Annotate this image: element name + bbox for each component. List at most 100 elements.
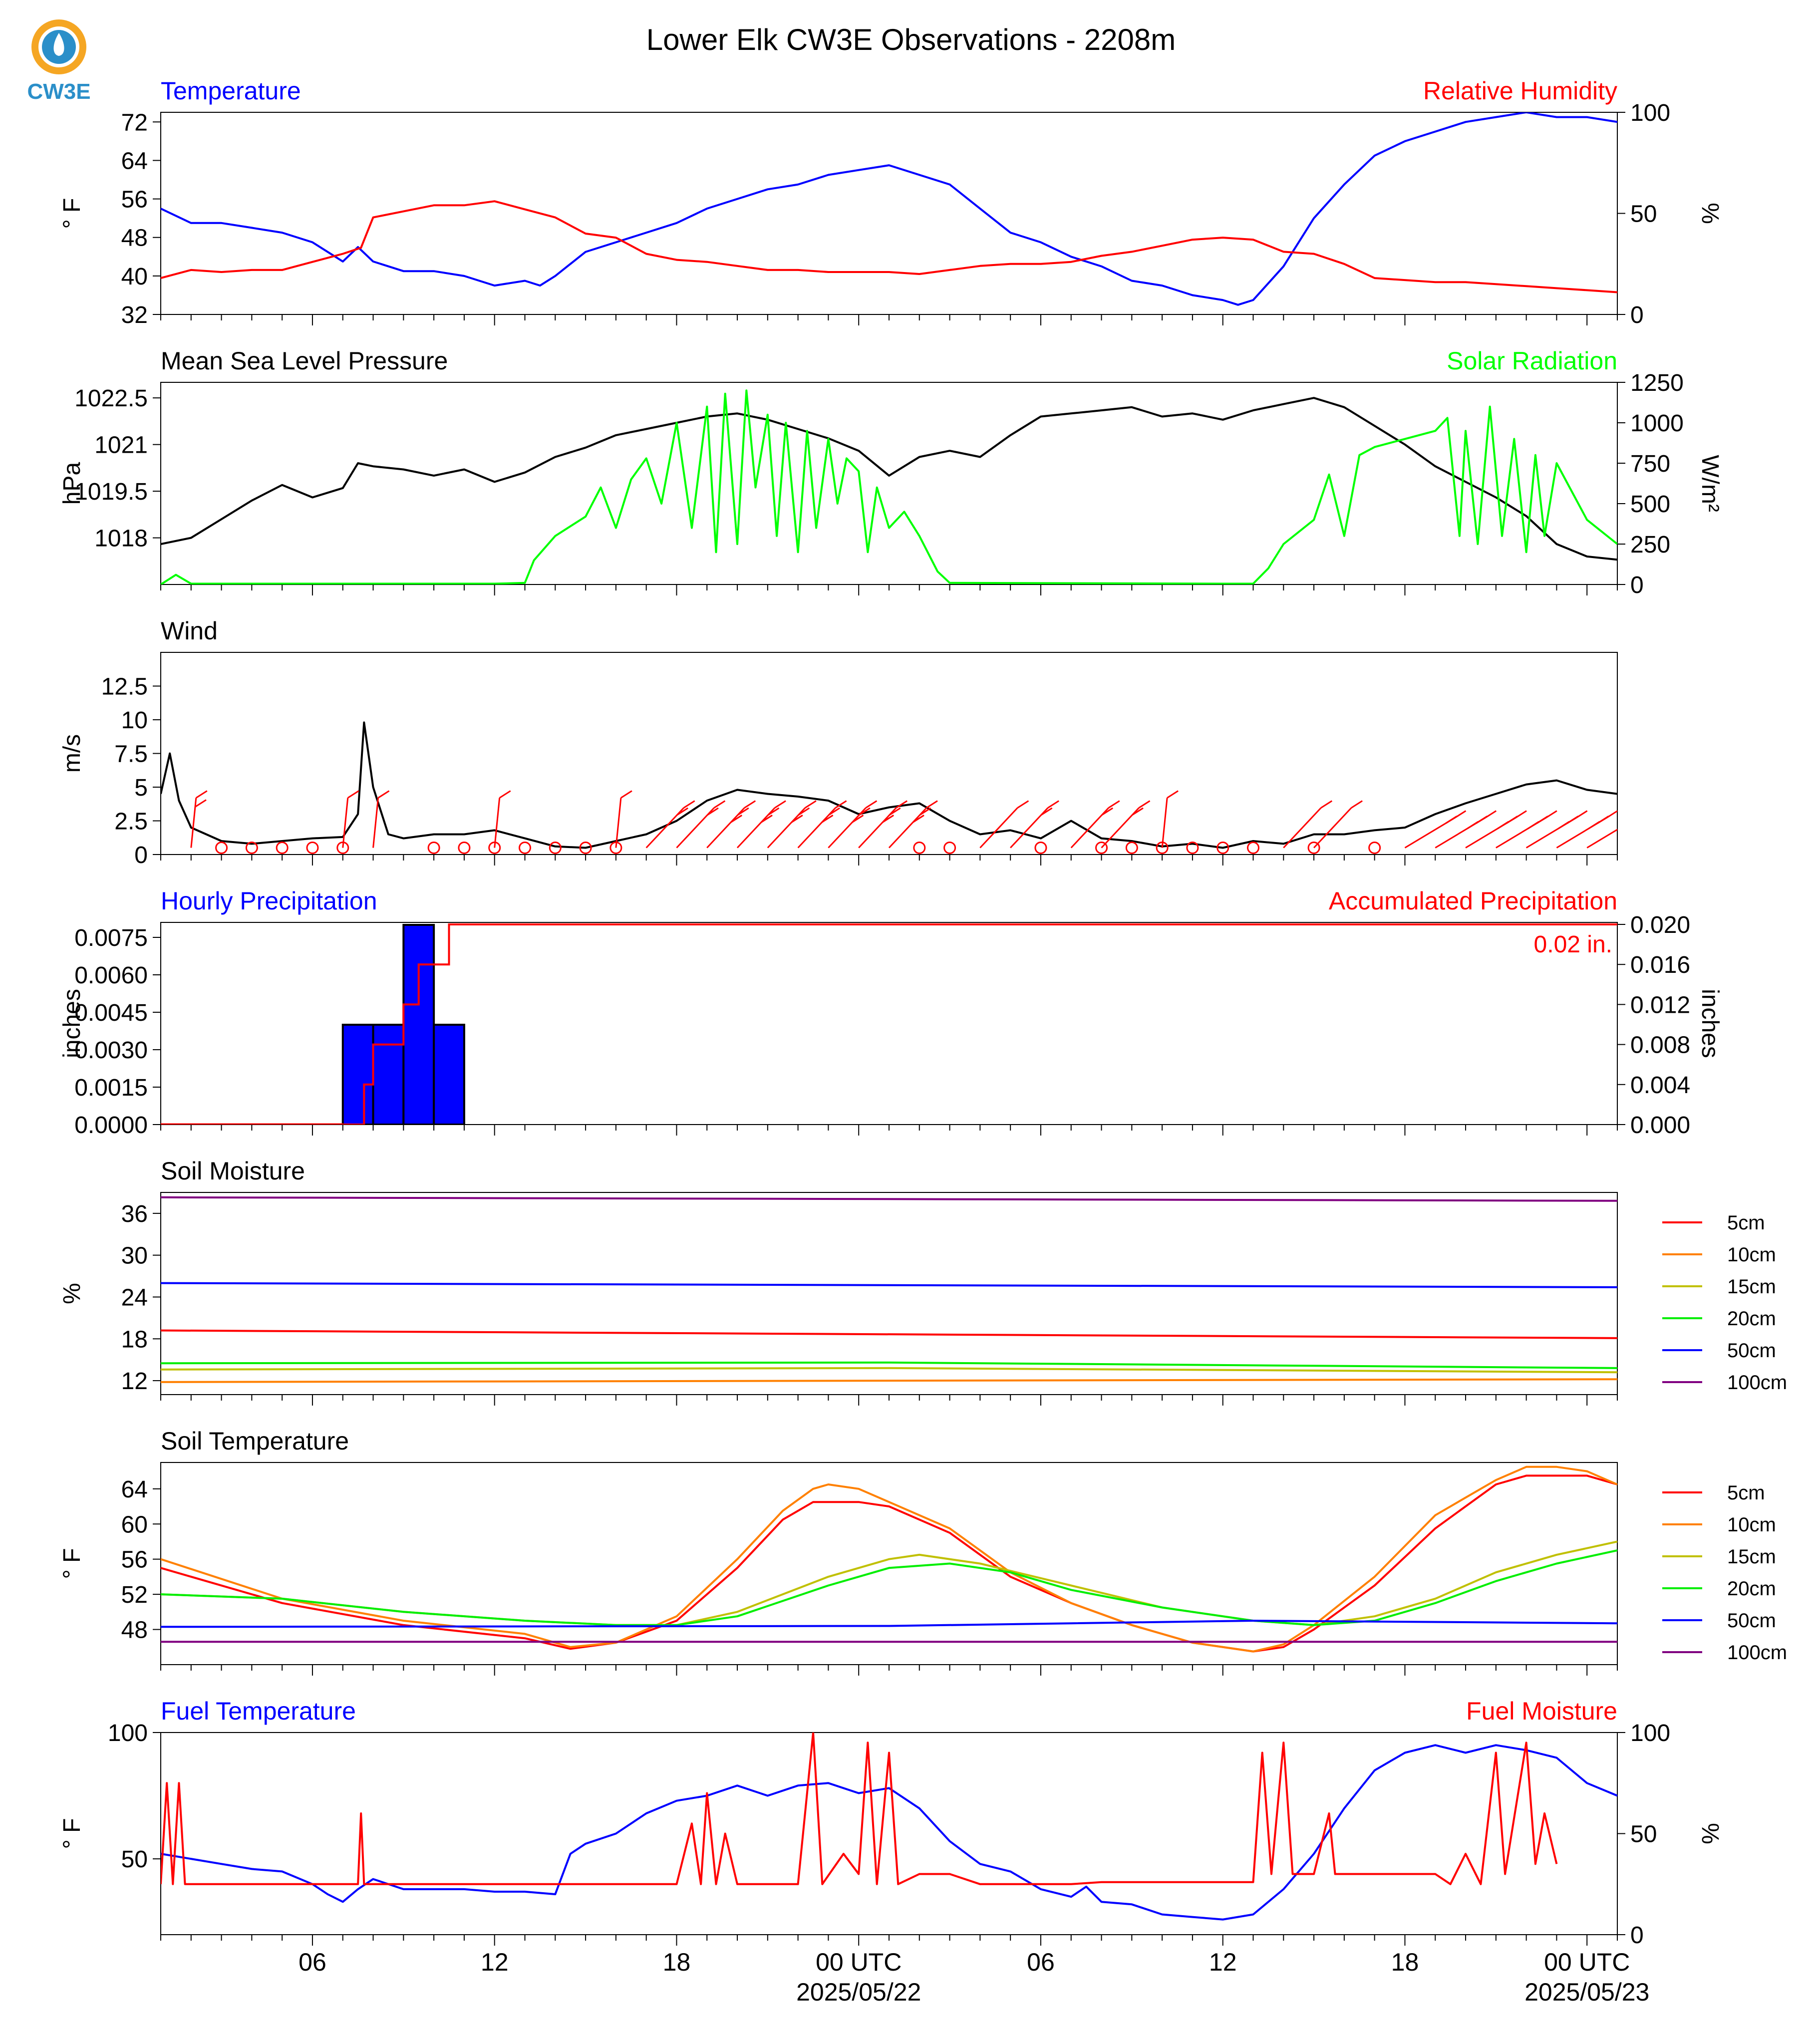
y-tick-label-left: 1019.5: [74, 479, 148, 505]
calm-wind-marker: [1307, 842, 1320, 854]
panel-4: Hourly Precipitation Accumulated Precipit…: [59, 887, 1723, 1139]
panel-frame: [160, 112, 1618, 315]
y-axis-label-right: W/m²: [1697, 455, 1723, 512]
y-axis-label-left: inches: [59, 989, 85, 1058]
y-tick-label-left: 52: [121, 1582, 148, 1608]
calm-wind-marker: [427, 842, 440, 854]
y-tick-label-right: 50: [1630, 201, 1657, 228]
wind-barb-flag: [912, 815, 924, 823]
wind-barb-flag: [1132, 807, 1144, 816]
x-tick-label: 12: [481, 1948, 509, 1976]
panel-title-left: Mean Sea Level Pressure: [161, 347, 448, 375]
y-tick-label-right: 750: [1630, 451, 1670, 477]
cw3e-logo: CW3E: [27, 19, 91, 104]
y-tick-label-left: 56: [121, 1547, 148, 1573]
accumulation-label: 0.02 in.: [1534, 931, 1612, 958]
wind-barb-flag: [896, 800, 908, 809]
y-tick-label-right: 0.020: [1630, 912, 1690, 938]
x-date-label: 2025/05/23: [1524, 1978, 1649, 2006]
y-tick-label-left: 48: [121, 1617, 148, 1644]
calm-wind-marker: [276, 842, 289, 854]
wind-barb-flag: [882, 815, 895, 823]
y-tick-label-left: 0.0075: [74, 925, 148, 951]
y-axis-label-right: %: [1697, 1823, 1723, 1844]
y-tick-label-left: 10: [121, 707, 148, 734]
legend-label: 15cm: [1727, 1276, 1776, 1298]
y-tick-label-left: 50: [121, 1846, 148, 1873]
wind-barb-flag: [805, 800, 817, 809]
calm-wind-marker: [458, 842, 471, 854]
y-tick-label-left: 1022.5: [74, 385, 148, 412]
calm-wind-marker: [1125, 842, 1138, 854]
y-tick-label-left: 36: [121, 1201, 148, 1227]
cw3e-logo-ring: [31, 19, 86, 74]
panel-title-right: Fuel Moisture: [1466, 1697, 1617, 1725]
series-line-solar-radiation: [161, 389, 1617, 584]
series-line-5cm: [161, 1329, 1617, 1339]
calm-wind-marker: [1095, 842, 1108, 854]
wind-barb: [1283, 807, 1322, 849]
y-tick-label-left: 24: [121, 1284, 148, 1311]
calm-wind-marker: [306, 842, 319, 854]
panel-title-left: Temperature: [161, 77, 301, 105]
precip-bar: [402, 924, 435, 1125]
wind-barb-flag: [791, 815, 803, 823]
wind-barb-flag: [852, 815, 864, 823]
accumulation-line: [161, 923, 1617, 1125]
wind-barb-flag: [919, 807, 931, 816]
plot-area: [161, 112, 1617, 306]
plot-area: [161, 1733, 1617, 1921]
y-tick-label-left: 64: [121, 148, 148, 174]
panel-frame: [160, 652, 1618, 855]
panel-title-left: Fuel Temperature: [161, 1697, 356, 1725]
y-tick-label-left: 2.5: [114, 809, 148, 835]
calm-wind-marker: [245, 842, 258, 854]
y-tick-label-left: 0.0000: [74, 1112, 148, 1139]
y-tick-label-right: 250: [1630, 532, 1670, 558]
legend-label: 10cm: [1727, 1514, 1776, 1536]
x-date-label: 2025/05/22: [796, 1978, 921, 2006]
series-line-50cm: [161, 1282, 1617, 1288]
wind-barb-flag: [767, 807, 780, 816]
legend-label: 15cm: [1727, 1546, 1776, 1568]
series-line-wind: [161, 721, 1617, 849]
wind-barb: [1586, 829, 1617, 849]
x-tick-label: 18: [1391, 1948, 1419, 1976]
calm-wind-marker: [1186, 842, 1199, 854]
plot-area: [161, 1196, 1617, 1383]
y-tick-label-left: 5: [134, 775, 148, 801]
y-tick-label-right: 1250: [1630, 370, 1684, 396]
wind-barb-flag: [737, 807, 749, 816]
y-tick-label-left: 100: [108, 1720, 148, 1746]
calm-wind-marker: [943, 842, 956, 854]
y-tick-label-left: 12: [121, 1368, 148, 1395]
calm-wind-marker: [549, 842, 562, 854]
series-line-100cm: [161, 1196, 1617, 1202]
wind-barb-flag: [676, 807, 688, 816]
y-tick-label-right: 0: [1630, 1922, 1644, 1949]
wind-barb-flag: [859, 807, 871, 816]
wind-barb-flag: [499, 790, 511, 799]
wind-barb: [615, 798, 622, 848]
wind-barb: [1313, 807, 1352, 849]
wind-barb-flag: [1497, 821, 1509, 830]
y-axis-label-right: %: [1697, 203, 1723, 224]
calm-wind-marker: [579, 842, 592, 854]
calm-wind-marker: [1368, 842, 1381, 854]
x-tick-label: 00 UTC: [816, 1948, 902, 1976]
series-line-relative-humidity: [161, 200, 1617, 293]
y-axis-label-right: inches: [1697, 989, 1723, 1058]
wind-barb-flag: [1445, 816, 1458, 824]
x-tick-label: 18: [663, 1948, 691, 1976]
y-tick-label-right: 0: [1630, 572, 1644, 598]
calm-wind-marker: [519, 842, 531, 854]
legend-label: 50cm: [1727, 1610, 1776, 1632]
plot-area: [161, 923, 1617, 1125]
y-axis-label-left: ° F: [59, 1548, 85, 1579]
wind-barb-flag: [1108, 800, 1120, 809]
wind-barb-flag: [620, 790, 632, 799]
wind-barb-flag: [1588, 821, 1600, 830]
panel-1: Temperature Relative Humidity 32 40 48 56 64 72…: [59, 77, 1723, 328]
wind-barb-flag: [744, 800, 756, 809]
